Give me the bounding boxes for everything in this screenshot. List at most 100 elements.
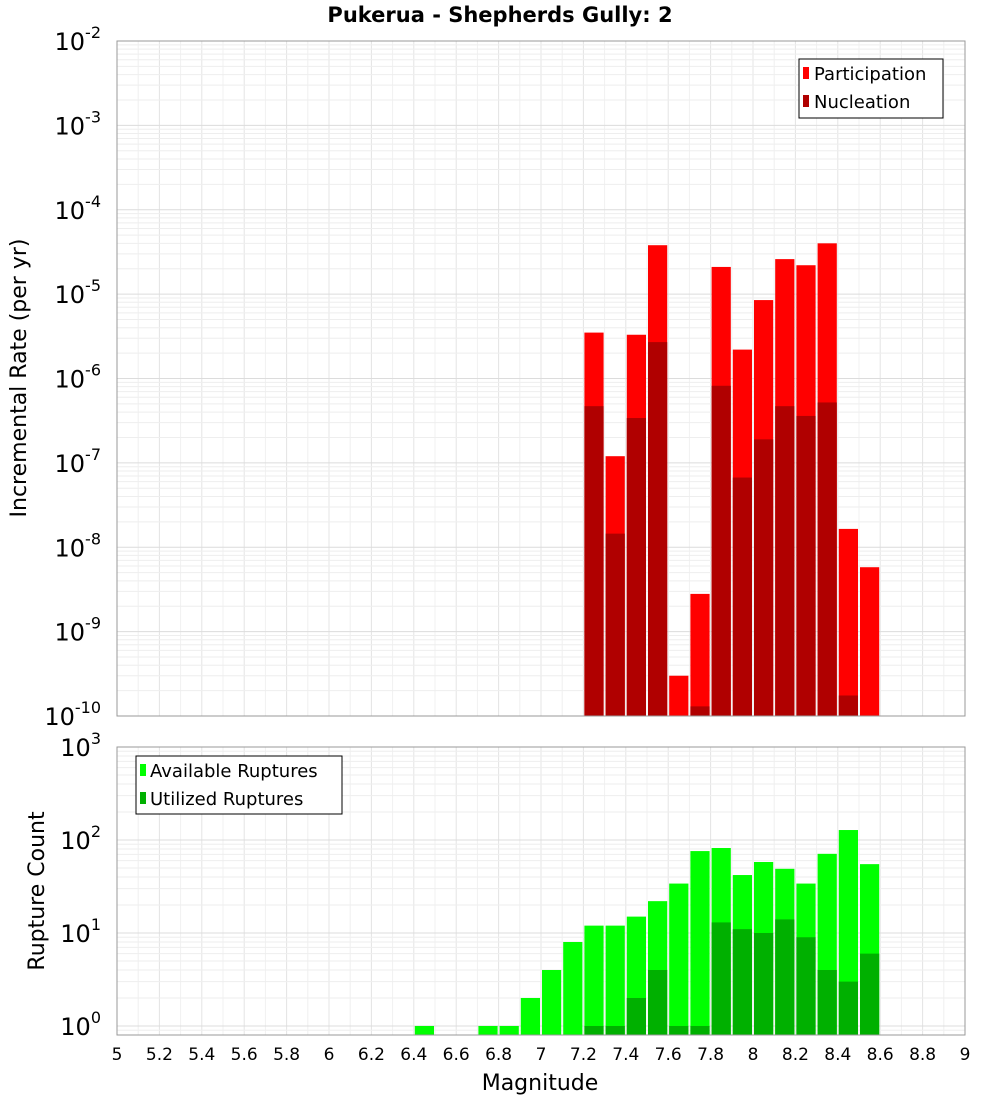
magnitude-tick-label: 5.4 bbox=[188, 1045, 215, 1065]
count-bar-available-ruptures bbox=[669, 883, 689, 1035]
rate-y-tick-label: 10-8 bbox=[55, 529, 102, 562]
magnitude-tick-label: 5.6 bbox=[231, 1045, 258, 1065]
participation-legend-swatch bbox=[803, 67, 809, 79]
count-bar-utilized-ruptures bbox=[775, 919, 795, 1035]
magnitude-tick-label: 8.8 bbox=[909, 1045, 936, 1065]
nucleation-legend-swatch bbox=[803, 95, 809, 107]
magnitude-tick-label: 8.4 bbox=[824, 1045, 851, 1065]
count-y-tick-label: 101 bbox=[60, 915, 101, 948]
magnitude-tick-label: 9 bbox=[960, 1045, 971, 1065]
rate-y-tick-label: 10-6 bbox=[55, 361, 102, 394]
rate-legend-box bbox=[798, 58, 944, 119]
count-bar-utilized-ruptures bbox=[860, 953, 880, 1035]
participation-legend-label: Participation bbox=[814, 64, 926, 85]
utilized-legend-swatch bbox=[140, 792, 146, 804]
magnitude-tick-label: 7.8 bbox=[697, 1045, 724, 1065]
rate-bar-nucleation bbox=[584, 406, 604, 716]
rate-plot-border bbox=[116, 40, 966, 717]
magnitude-tick-label: 6 bbox=[324, 1045, 335, 1065]
magnitude-tick-label: 6.4 bbox=[400, 1045, 427, 1065]
rate-bar-participation bbox=[690, 593, 710, 716]
magnitude-tick-label: 6.6 bbox=[443, 1045, 470, 1065]
rate-panel: 10-10 10-9 10-8 10-7 10-6 10-5 10-4 10-3 10-2 In… bbox=[7, 23, 966, 731]
rate-bar-nucleation bbox=[838, 695, 858, 716]
available-legend-label: Available Ruptures bbox=[150, 761, 318, 782]
count-legend: Available Ruptures Utilized Ruptures bbox=[135, 755, 343, 815]
count-y-axis-label: Rupture Count bbox=[25, 811, 50, 971]
rate-bar-nucleation bbox=[648, 342, 668, 716]
magnitude-tick-label: 7.2 bbox=[570, 1045, 597, 1065]
x-axis-label: Magnitude bbox=[482, 1071, 599, 1096]
rate-bar-nucleation bbox=[775, 406, 795, 716]
magnitude-tick-label: 8 bbox=[748, 1045, 759, 1065]
rate-gridlines bbox=[116, 40, 966, 717]
magnitude-tick-label: 5 bbox=[112, 1045, 123, 1065]
count-bar-available-ruptures bbox=[605, 925, 625, 1035]
count-bars bbox=[414, 830, 880, 1035]
count-bar-available-ruptures bbox=[520, 997, 540, 1035]
available-legend-swatch bbox=[140, 764, 146, 776]
utilized-legend-label: Utilized Ruptures bbox=[150, 789, 303, 810]
rate-bar-participation bbox=[860, 567, 880, 716]
rate-bar-nucleation bbox=[796, 415, 816, 716]
magnitude-x-ticks: 5 5.2 5.4 5.6 5.8 6 6.2 6.4 6.6 6.8 7 7.2 7.4 7.6 7.8 8… bbox=[112, 1045, 971, 1065]
count-bar-utilized-ruptures bbox=[838, 981, 858, 1035]
count-bar-utilized-ruptures bbox=[796, 937, 816, 1035]
count-bar-utilized-ruptures bbox=[817, 969, 837, 1035]
rate-y-tick-label: 10-5 bbox=[55, 276, 102, 309]
rate-bar-participation bbox=[669, 675, 689, 716]
rate-y-tick-label: 10-4 bbox=[55, 192, 102, 225]
count-bar-available-ruptures bbox=[690, 851, 710, 1035]
magnitude-tick-label: 8.6 bbox=[867, 1045, 894, 1065]
count-y-tick-label: 102 bbox=[60, 822, 101, 855]
rate-y-tick-label: 10-3 bbox=[55, 107, 102, 140]
rate-y-tick-label: 10-9 bbox=[55, 614, 102, 647]
count-bar-available-ruptures bbox=[478, 1025, 498, 1035]
rate-bar-nucleation bbox=[711, 385, 731, 716]
magnitude-tick-label: 7.4 bbox=[612, 1045, 639, 1065]
count-bar-utilized-ruptures bbox=[669, 1025, 689, 1035]
magnitude-tick-label: 6.8 bbox=[485, 1045, 512, 1065]
count-bar-utilized-ruptures bbox=[754, 932, 774, 1035]
rate-bar-nucleation bbox=[817, 402, 837, 716]
rate-legend: Participation Nucleation bbox=[798, 58, 944, 119]
rate-y-axis-label: Incremental Rate (per yr) bbox=[7, 239, 32, 518]
count-bar-utilized-ruptures bbox=[711, 922, 731, 1035]
count-bar-utilized-ruptures bbox=[732, 929, 752, 1035]
magnitude-tick-label: 5.2 bbox=[146, 1045, 173, 1065]
rate-bars bbox=[584, 243, 880, 717]
count-bar-available-ruptures bbox=[499, 1025, 519, 1035]
count-bar-utilized-ruptures bbox=[605, 1025, 625, 1035]
chart-title: Pukerua - Shepherds Gully: 2 bbox=[327, 3, 672, 27]
count-bar-utilized-ruptures bbox=[690, 1025, 710, 1035]
count-bar-utilized-ruptures bbox=[626, 997, 646, 1035]
rate-y-tick-label: 10-2 bbox=[55, 23, 102, 56]
count-y-tick-label: 100 bbox=[60, 1008, 101, 1041]
rate-bar-nucleation bbox=[732, 477, 752, 716]
magnitude-tick-label: 7 bbox=[536, 1045, 547, 1065]
rate-bar-nucleation bbox=[690, 706, 710, 716]
magnitude-tick-label: 8.2 bbox=[782, 1045, 809, 1065]
rate-bar-nucleation bbox=[754, 439, 774, 716]
rate-y-tick-label: 10-10 bbox=[44, 698, 101, 731]
magnitude-tick-label: 7.6 bbox=[655, 1045, 682, 1065]
nucleation-legend-label: Nucleation bbox=[814, 92, 910, 113]
count-bar-available-ruptures bbox=[414, 1025, 434, 1035]
magnitude-tick-label: 6.2 bbox=[358, 1045, 385, 1065]
count-y-tick-label: 103 bbox=[60, 729, 101, 762]
count-bar-available-ruptures bbox=[584, 925, 604, 1035]
rate-y-tick-label: 10-7 bbox=[55, 445, 102, 478]
count-bar-utilized-ruptures bbox=[648, 969, 668, 1035]
rate-bar-nucleation bbox=[626, 418, 646, 716]
count-plot-border bbox=[116, 746, 966, 1036]
rate-y-ticks: 10-10 10-9 10-8 10-7 10-6 10-5 10-4 10-3 10-2 bbox=[44, 23, 101, 731]
count-bar-utilized-ruptures bbox=[584, 1025, 604, 1035]
magnitude-tick-label: 5.8 bbox=[273, 1045, 300, 1065]
count-y-ticks: 100 101 102 103 bbox=[60, 729, 101, 1041]
count-bar-available-ruptures bbox=[563, 942, 583, 1035]
count-panel: 100 101 102 103 5 5.2 5.4 5.6 5.8 6 6.2 6.4 6.6 6.8 7… bbox=[25, 729, 970, 1096]
rate-bar-participation bbox=[838, 528, 858, 716]
rate-bar-nucleation bbox=[605, 533, 625, 716]
count-bar-available-ruptures bbox=[542, 969, 562, 1035]
